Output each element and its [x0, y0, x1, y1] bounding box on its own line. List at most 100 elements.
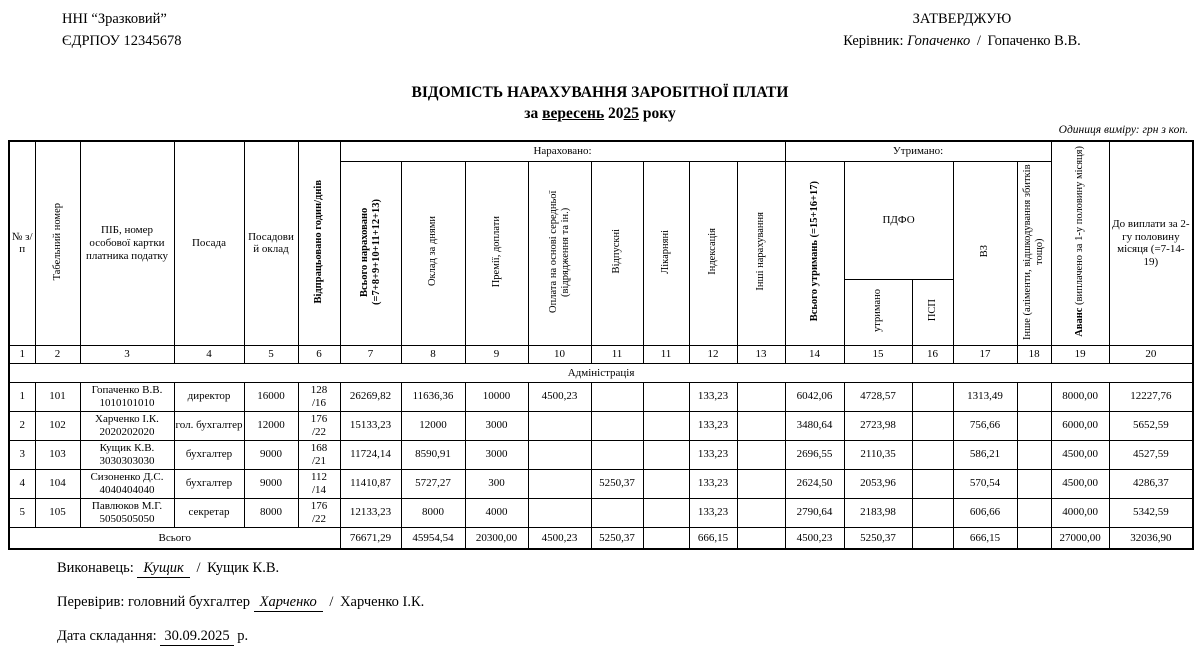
- hours-value: 176: [310, 412, 328, 425]
- checker-name: Харченко І.К.: [340, 594, 425, 610]
- total-accrued: 76671,29: [339, 526, 402, 549]
- employee-card: 3030303030: [99, 454, 155, 467]
- header-to-pay: До виплати за 2-гу половину місяця (=7-1…: [1108, 140, 1194, 346]
- cell-position: бухгалтер: [173, 468, 245, 499]
- cell-psp: [911, 439, 954, 470]
- cell-salary: 12000: [243, 410, 299, 441]
- total-to-pay: 32036,90: [1108, 526, 1194, 549]
- payroll-table: № з/п Табельний номер ПІБ, номер особово…: [8, 140, 1195, 550]
- cell-advance: 4500,00: [1050, 468, 1110, 499]
- column-numbers-row: 1 2 3 4 5 6 7 8 9 10 11 11 12 13 14 15 1…: [8, 344, 1194, 364]
- date-label: Дата складання:: [57, 628, 157, 644]
- header-vz: ВЗ: [952, 160, 1018, 346]
- cell-pdfo-withheld: 2053,96: [843, 468, 913, 499]
- cell-psp: [911, 410, 954, 441]
- total-withheld: 4500,23: [784, 526, 845, 549]
- total-pdfo-withheld: 5250,37: [843, 526, 913, 549]
- cell-advance: 8000,00: [1050, 381, 1110, 412]
- cell-average-pay: 4500,23: [527, 381, 592, 412]
- header-salary-by-days-label: Оклад за днями: [427, 216, 439, 287]
- cell-hours: 176/22: [297, 497, 341, 528]
- executor-signature: Кущик: [137, 560, 190, 578]
- days-value: /22: [311, 512, 327, 525]
- cell-position: директор: [173, 381, 245, 412]
- cell-average-pay: [527, 410, 592, 441]
- employee-name: Кущик К.В.: [99, 441, 155, 454]
- cell-advance: 6000,00: [1050, 410, 1110, 441]
- cell-sick: [642, 468, 690, 499]
- header-psp: ПСП: [911, 278, 954, 346]
- cell-vz: 1313,49: [952, 381, 1018, 412]
- header-advance-label: Аванс (виплачено за 1-у половину місяця): [1074, 146, 1086, 337]
- header-advance-rest: (виплачено за 1-у половину місяця): [1074, 146, 1086, 306]
- employee-name: Харченко І.К.: [95, 412, 159, 425]
- date-suffix: р.: [237, 628, 249, 644]
- col-number: 17: [952, 344, 1018, 364]
- subtitle-year-head: 20: [608, 105, 624, 122]
- header-other-accruals-label: Інші нарахування: [755, 212, 767, 291]
- cell-employee: Гопаченко В.В. 1010101010: [79, 381, 175, 412]
- header-sick: Лікарняні: [642, 160, 690, 346]
- employee-name: Сизоненко Д.С.: [90, 470, 164, 483]
- hours-value: 112: [310, 470, 328, 483]
- approver-signature: Гопаченко: [907, 33, 971, 49]
- header-average-pay: Оплата на основі середньої (відрядження …: [527, 160, 592, 346]
- cell-pdfo-withheld: 2110,35: [843, 439, 913, 470]
- executor-label: Виконавець:: [57, 560, 134, 576]
- total-average-pay: 4500,23: [527, 526, 592, 549]
- cell-hours: 176/22: [297, 410, 341, 441]
- cell-bonuses: 3000: [464, 439, 529, 470]
- cell-salary-by-days: 11636,36: [400, 381, 466, 412]
- header-other-accruals: Інші нарахування: [736, 160, 786, 346]
- cell-indexation: 133,23: [688, 497, 738, 528]
- cell-salary: 9000: [243, 439, 299, 470]
- cell-salary-by-days: 12000: [400, 410, 466, 441]
- header-position: Посада: [173, 140, 245, 346]
- header-total-withheld: Всього утримань (=15+16+17): [784, 160, 845, 346]
- band-withheld: Утримано:: [784, 140, 1052, 162]
- header-vz-label: ВЗ: [979, 245, 991, 258]
- col-number: 4: [173, 344, 245, 364]
- cell-to-pay: 5342,59: [1108, 497, 1194, 528]
- header-total-accrued: Всього нараховано (=7+8+9+10+11+12+13): [339, 160, 402, 346]
- col-number: 5: [243, 344, 299, 364]
- header-sick-label: Лікарняні: [660, 229, 672, 274]
- cell-vacation: [590, 410, 644, 441]
- cell-hours: 168/21: [297, 439, 341, 470]
- hours-value: 168: [310, 441, 328, 454]
- org-name: ННІ “Зразковий”: [62, 11, 167, 27]
- total-vacation: 5250,37: [590, 526, 644, 549]
- cell-sick: [642, 410, 690, 441]
- cell-vacation: 5250,37: [590, 468, 644, 499]
- header-total-accrued-label: Всього нараховано (=7+8+9+10+11+12+13): [358, 198, 382, 305]
- cell-total-withheld: 2624,50: [784, 468, 845, 499]
- checker-label: Перевірив: головний бухгалтер: [57, 594, 250, 610]
- checker-signature: Харченко: [253, 594, 323, 612]
- header-tab-number-label: Табельний номер: [51, 203, 63, 281]
- col-number: 16: [911, 344, 954, 364]
- cell-tab-number: 103: [34, 439, 81, 470]
- cell-hours: 112/14: [297, 468, 341, 499]
- header-pdfo-sub-row: утримано ПСП: [9, 278, 1193, 346]
- total-bonuses: 20300,00: [464, 526, 529, 549]
- cell-other-withheld: [1016, 381, 1052, 412]
- band-row: № з/п Табельний номер ПІБ, номер особово…: [8, 140, 1194, 346]
- days-value: /22: [311, 425, 327, 438]
- cell-salary: 8000: [243, 497, 299, 528]
- header-total-withheld-label: Всього утримань (=15+16+17): [808, 181, 820, 322]
- total-psp: [911, 526, 954, 549]
- cell-total-accrued: 26269,82: [339, 381, 402, 412]
- header-pdfo-withheld-label: утримано: [872, 289, 884, 332]
- header-other-withheld-label: Інше (аліменти, відшкодування збитків то…: [1022, 163, 1046, 340]
- cell-total-accrued: 11410,87: [339, 468, 402, 499]
- cell-tab-number: 104: [34, 468, 81, 499]
- org-block: ННІ “Зразковий” ЄДРПОУ 12345678: [62, 8, 182, 52]
- section-row: Адміністрація: [8, 362, 1194, 383]
- totals-label: Всього: [8, 526, 341, 549]
- cell-position: секретар: [173, 497, 245, 528]
- cell-other-withheld: [1016, 439, 1052, 470]
- header-psp-label: ПСП: [926, 299, 938, 322]
- cell-total-accrued: 12133,23: [339, 497, 402, 528]
- cell-to-pay: 5652,59: [1108, 410, 1194, 441]
- header-salary-by-days: Оклад за днями: [400, 160, 466, 346]
